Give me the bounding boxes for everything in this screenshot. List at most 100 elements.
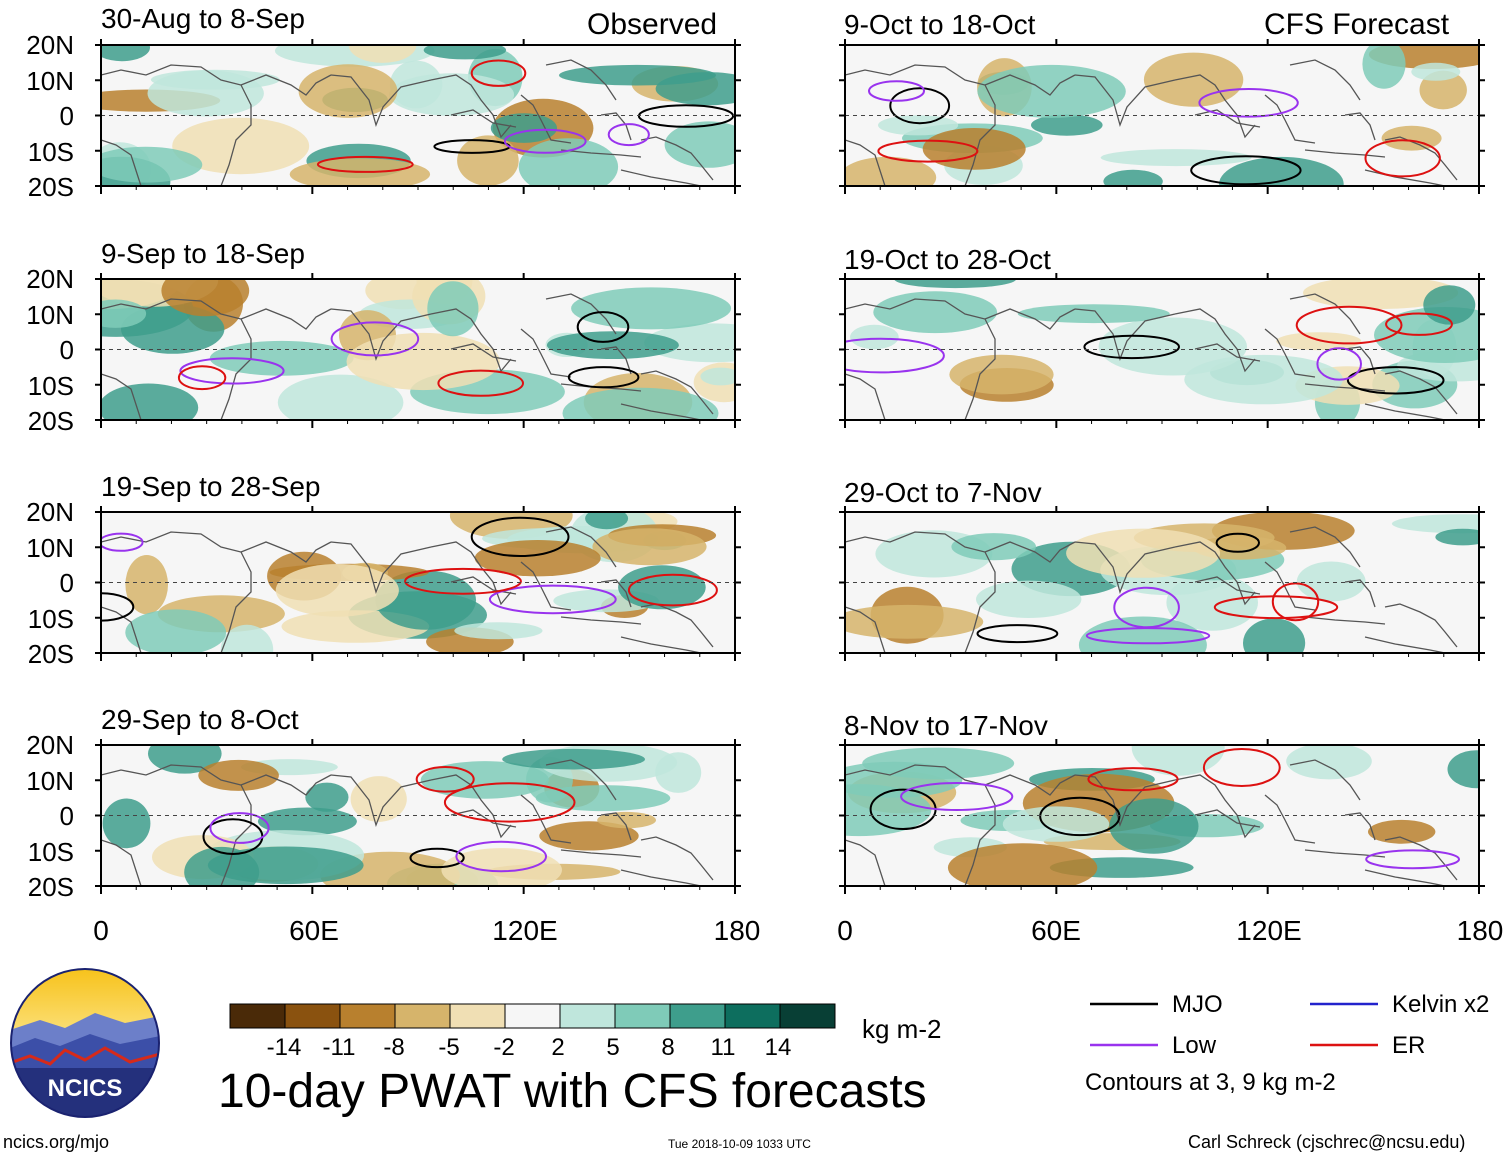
- coastline: [560, 616, 642, 625]
- coastline: [240, 74, 332, 96]
- dry-anomaly: [1066, 528, 1221, 578]
- low-contour: [1316, 347, 1363, 381]
- logo-text: NCICS: [48, 1075, 123, 1102]
- lat-label: 20N: [26, 30, 74, 60]
- moist-anomaly: [873, 291, 998, 334]
- moist-anomaly: [454, 622, 543, 640]
- moist-anomaly: [618, 565, 706, 610]
- lat-label: 0: [59, 335, 74, 365]
- mjo-contour: [576, 311, 630, 343]
- dry-anomaly: [161, 279, 250, 317]
- moist-anomaly: [850, 324, 899, 350]
- colorbar-tick: 8: [661, 1034, 675, 1061]
- panel-title-obs-3: 19-Sep to 28-Sep: [101, 471, 321, 502]
- dry-anomaly: [474, 540, 601, 577]
- footer-url[interactable]: ncics.org/mjo: [3, 1132, 110, 1152]
- coastline: [240, 308, 332, 330]
- coastline: [845, 298, 996, 420]
- moist-anomaly: [502, 748, 645, 770]
- lat-label: 20N: [26, 730, 74, 760]
- moist-anomaly: [490, 113, 557, 143]
- panel-title-fc-3: 29-Oct to 7-Nov: [844, 477, 1042, 508]
- moist-anomaly: [977, 64, 1126, 118]
- moist-anomaly: [571, 287, 732, 330]
- lat-label: 10N: [26, 533, 74, 563]
- moist-anomaly: [389, 73, 515, 116]
- coastline: [520, 561, 572, 611]
- moist-anomaly: [546, 331, 679, 359]
- lat-label: 20N: [26, 264, 74, 294]
- er-contour: [877, 139, 979, 163]
- er-contour: [1202, 748, 1281, 787]
- coastline: [984, 74, 1076, 96]
- coastline: [640, 836, 714, 881]
- coastline: [1264, 94, 1316, 144]
- map-panel-7: [839, 506, 1485, 661]
- panel-title-obs-2: 9-Sep to 18-Sep: [101, 238, 305, 269]
- legend-label-er: ER: [1392, 1032, 1426, 1059]
- moist-anomaly: [664, 121, 735, 168]
- mjo-contour: [1346, 366, 1445, 395]
- moist-anomaly: [1286, 745, 1372, 780]
- low-contour: [1085, 627, 1211, 645]
- main-title: 10-day PWAT with CFS forecasts: [218, 1065, 927, 1118]
- coastline: [984, 308, 1076, 330]
- low-contour: [179, 357, 285, 385]
- colorbar-swatch: [779, 1003, 836, 1029]
- moist-anomaly: [1002, 806, 1110, 842]
- colorbar-tick: 2: [551, 1034, 565, 1061]
- coastline: [1264, 328, 1316, 378]
- dry-anomaly: [198, 759, 279, 791]
- coastline: [545, 59, 617, 101]
- dry-anomaly: [346, 332, 500, 391]
- coastline: [1304, 149, 1386, 158]
- lat-label: 20N: [26, 497, 74, 527]
- pwat-field: [845, 279, 1479, 420]
- colorbar-tick: 5: [606, 1034, 620, 1061]
- coastline: [984, 774, 1076, 796]
- moist-anomaly: [277, 374, 404, 420]
- dry-anomaly: [441, 848, 562, 886]
- pwat-field: [101, 745, 735, 886]
- legend-note: Contours at 3, 9 kg m-2: [1085, 1069, 1336, 1096]
- moist-anomaly: [420, 761, 549, 799]
- coastline: [545, 293, 617, 335]
- moist-anomaly: [220, 624, 274, 653]
- forecast-label: CFS Forecast: [1264, 8, 1450, 41]
- coastline: [1304, 383, 1386, 392]
- dry-anomaly: [845, 604, 984, 639]
- dry-anomaly: [947, 843, 1098, 886]
- moist-anomaly: [1017, 304, 1170, 324]
- moist-anomaly: [1296, 561, 1366, 602]
- coastline: [620, 403, 702, 420]
- moist-anomaly: [1391, 514, 1479, 534]
- coastline: [1384, 136, 1458, 181]
- low-contour: [845, 337, 945, 374]
- moist-anomaly: [1100, 149, 1252, 167]
- dry-anomaly: [922, 128, 1026, 170]
- coastline: [560, 849, 642, 858]
- dry-anomaly: [845, 156, 937, 186]
- lon-label-left: 0: [93, 915, 109, 946]
- coastline: [600, 346, 632, 375]
- er-contour: [470, 59, 527, 87]
- low-contour: [868, 80, 925, 102]
- dry-anomaly: [348, 45, 417, 63]
- coastline: [1264, 561, 1316, 611]
- moist-anomaly: [150, 69, 280, 90]
- ncics-logo[interactable]: NCICS: [10, 968, 160, 1118]
- coastline: [600, 812, 632, 841]
- coastline: [240, 774, 332, 796]
- er-contour: [415, 766, 475, 793]
- colorbar-units: kg m-2: [862, 1014, 942, 1044]
- coastline: [1194, 343, 1261, 362]
- coastline: [1074, 774, 1176, 828]
- colorbar-swatch: [504, 1003, 561, 1029]
- coastline: [330, 774, 432, 828]
- panel-title-obs-1: 30-Aug to 8-Sep: [101, 3, 305, 34]
- map-panel-2: [95, 273, 741, 428]
- er-contour: [627, 573, 718, 607]
- coastline: [1289, 526, 1361, 568]
- panel-title-fc-1: 9-Oct to 18-Oct: [844, 9, 1036, 40]
